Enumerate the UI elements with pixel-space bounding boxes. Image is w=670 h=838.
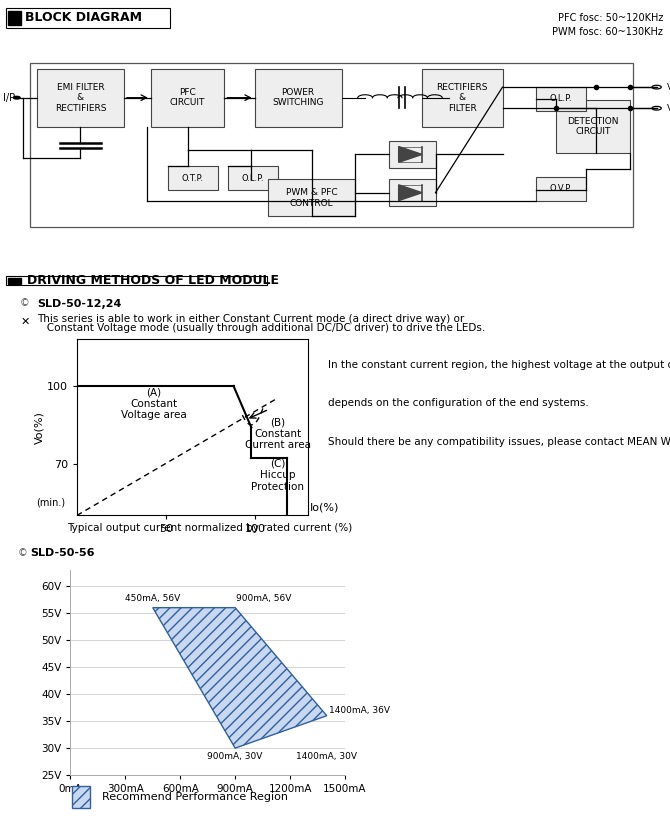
Bar [556, 101, 630, 153]
Text: 900mA, 30V: 900mA, 30V [208, 753, 263, 762]
Text: Vo+: Vo+ [667, 104, 670, 113]
Text: ✕: ✕ [20, 317, 29, 327]
Text: BLOCK DIAGRAM: BLOCK DIAGRAM [25, 11, 143, 23]
Bar [268, 179, 355, 216]
Text: SLD-50-56: SLD-50-56 [30, 548, 94, 558]
Text: depends on the configuration of the end systems.: depends on the configuration of the end … [328, 398, 589, 408]
Text: In the constant current region, the highest voltage at the output of the driver: In the constant current region, the high… [328, 360, 670, 370]
Text: (min.): (min.) [36, 498, 65, 508]
Bar [389, 142, 436, 168]
Text: RECTIFIERS
&
FILTER: RECTIFIERS & FILTER [437, 83, 488, 112]
Text: Vo-: Vo- [667, 83, 670, 91]
Bar [422, 69, 502, 127]
Bar [228, 166, 278, 190]
Y-axis label: Vo(%): Vo(%) [34, 411, 44, 444]
Bar [536, 87, 586, 111]
Text: O.L.P.: O.L.P. [242, 173, 264, 183]
Text: ©: © [20, 298, 30, 308]
Bar [8, 278, 21, 284]
Polygon shape [399, 184, 422, 200]
Text: DRIVING METHODS OF LED MODULE: DRIVING METHODS OF LED MODULE [27, 274, 279, 287]
Text: POWER
SWITCHING: POWER SWITCHING [273, 88, 324, 107]
Bar [72, 786, 90, 808]
Text: DETECTION
CIRCUIT: DETECTION CIRCUIT [567, 117, 618, 137]
Text: PWM & PFC
CONTROL: PWM & PFC CONTROL [285, 189, 338, 208]
Text: 450mA, 56V: 450mA, 56V [125, 594, 180, 603]
Text: This series is able to work in either Constant Current mode (a direct drive way): This series is able to work in either Co… [37, 313, 464, 323]
Polygon shape [399, 147, 422, 163]
Text: Typical output current normalized by rated current (%): Typical output current normalized by rat… [67, 523, 352, 532]
Text: ©: © [18, 548, 28, 558]
Text: EMI FILTER
&
RECTIFIERS: EMI FILTER & RECTIFIERS [55, 83, 106, 112]
Text: (C)
Hiccup
Protection: (C) Hiccup Protection [251, 458, 304, 492]
Text: Io(%): Io(%) [310, 503, 339, 513]
Text: O.T.P.: O.T.P. [182, 173, 204, 183]
Polygon shape [153, 608, 327, 748]
Text: PFC fosc: 50~120KHz: PFC fosc: 50~120KHz [558, 13, 663, 23]
Bar [255, 69, 342, 127]
Circle shape [13, 96, 20, 99]
Text: Recommend Performance Region: Recommend Performance Region [95, 792, 289, 802]
Text: (A)
Constant
Voltage area: (A) Constant Voltage area [121, 387, 186, 421]
Text: 1400mA, 36V: 1400mA, 36V [328, 706, 389, 715]
Text: 1400mA, 30V: 1400mA, 30V [296, 753, 357, 762]
Text: (B)
Constant
Current area: (B) Constant Current area [245, 417, 311, 450]
Text: O.L.P.: O.L.P. [550, 95, 572, 103]
Bar [168, 166, 218, 190]
Bar [30, 64, 633, 227]
Text: 900mA, 56V: 900mA, 56V [236, 594, 291, 603]
Text: Constant Voltage mode (usually through additional DC/DC driver) to drive the LED: Constant Voltage mode (usually through a… [37, 323, 485, 333]
Text: PFC
CIRCUIT: PFC CIRCUIT [170, 88, 205, 107]
Text: PWM fosc: 60~130KHz: PWM fosc: 60~130KHz [553, 27, 663, 37]
Bar [536, 177, 586, 200]
Bar [389, 179, 436, 206]
Bar [151, 69, 224, 127]
Text: I/P: I/P [3, 93, 15, 103]
Bar [8, 11, 21, 25]
Text: Should there be any compatibility issues, please contact MEAN WELL.: Should there be any compatibility issues… [328, 437, 670, 447]
Text: SLD-50-12,24: SLD-50-12,24 [37, 298, 121, 308]
Text: O.V.P.: O.V.P. [550, 184, 572, 194]
Bar [37, 69, 124, 127]
